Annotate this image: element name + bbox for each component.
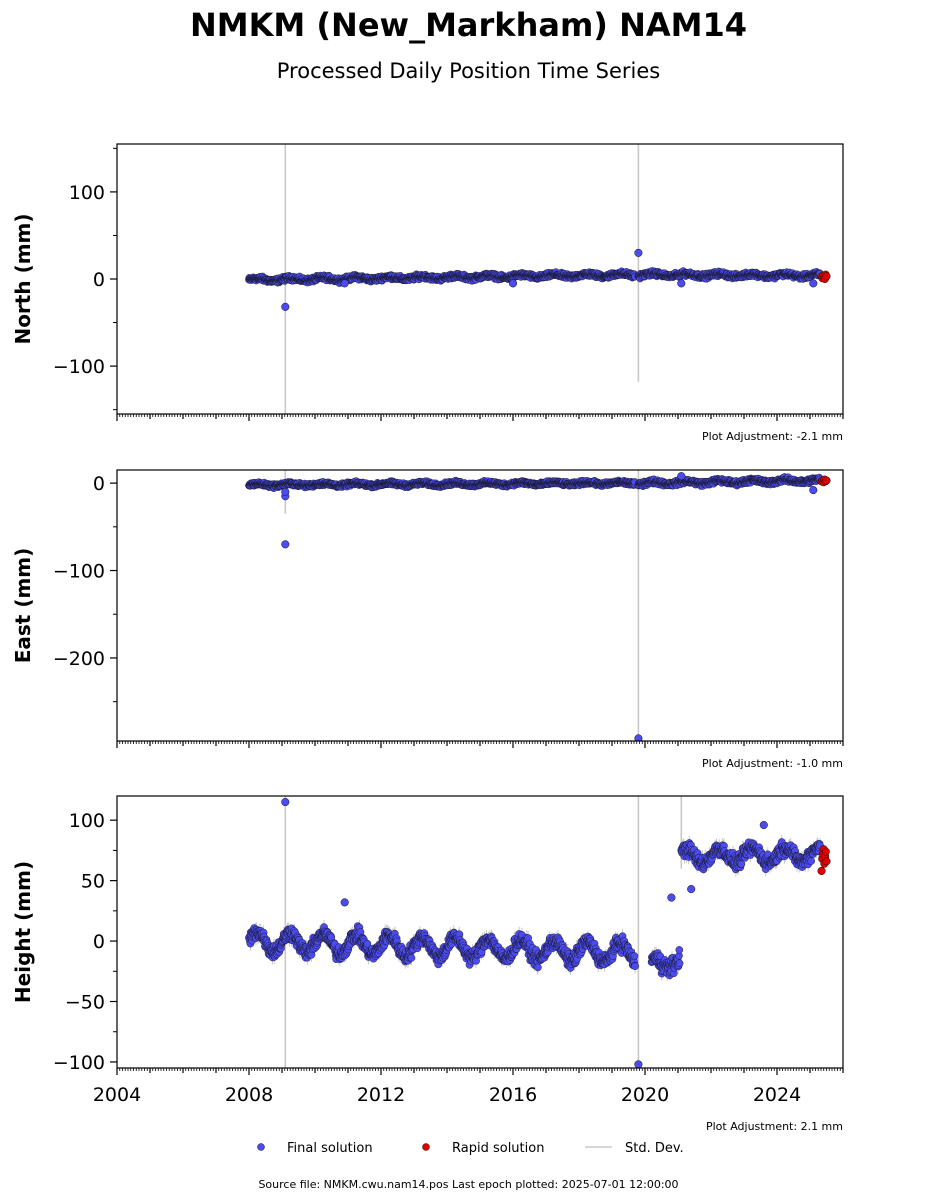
- east-plot-area: [245, 470, 831, 741]
- north-outlier-point: [340, 279, 349, 288]
- north-final-points: [245, 248, 824, 311]
- panel-north: 100 0 −100 North (mm) Plot Adjustment: -2.1 …: [11, 143, 844, 443]
- north-ytick-label: 0: [93, 269, 105, 291]
- north-plot-adjustment: Plot Adjustment: -2.1 mm: [702, 430, 843, 443]
- north-ytick-label: 100: [69, 182, 105, 204]
- north-outlier-point: [281, 302, 290, 311]
- north-rapid-point: [822, 272, 831, 281]
- north-ylabel: North (mm): [11, 213, 35, 344]
- figure-subtitle: Processed Daily Position Time Series: [277, 59, 661, 83]
- north-ytick-label: −100: [53, 356, 105, 378]
- north-outlier-point: [634, 248, 643, 257]
- north-plot-area: [245, 144, 831, 414]
- figure-title: NMKM (New_Markham) NAM14: [190, 6, 747, 44]
- north-rapid-points: [817, 270, 831, 284]
- east-final-points: [245, 472, 824, 741]
- north-outlier-point: [677, 279, 686, 288]
- north-outlier-point: [508, 279, 518, 288]
- north-outlier-point: [809, 279, 818, 288]
